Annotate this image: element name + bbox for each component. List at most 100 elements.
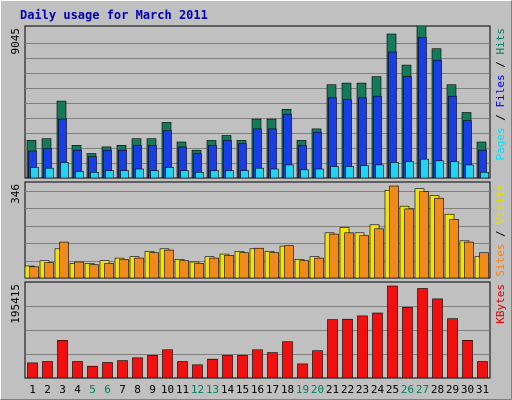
legend-hits: Hits	[494, 28, 507, 55]
bar-sites-day-14	[224, 255, 234, 279]
bar-pages-day-24	[375, 164, 384, 179]
bar-kbytes-day-4	[72, 361, 83, 379]
panel-legend: Pages / Files / Hits	[494, 28, 507, 161]
x-tick-day-21: 21	[326, 383, 339, 396]
bar-pages-day-28	[435, 160, 444, 179]
bar-pages-day-3	[60, 162, 69, 179]
bar-sites-day-29	[449, 219, 459, 279]
bar-kbytes-day-14	[222, 355, 233, 379]
bar-kbytes-day-31	[477, 361, 488, 379]
x-tick-day-7: 7	[119, 383, 126, 396]
x-tick-day-18: 18	[281, 383, 294, 396]
bar-kbytes-day-19	[297, 363, 308, 379]
bar-pages-day-14	[225, 170, 234, 179]
bar-kbytes-day-25	[387, 285, 398, 379]
x-tick-day-31: 31	[476, 383, 489, 396]
bar-pages-day-13	[210, 170, 219, 179]
bar-pages-day-19	[300, 169, 309, 179]
bar-pages-day-11	[180, 170, 189, 179]
bar-kbytes-day-7	[117, 360, 128, 379]
bar-pages-day-5	[90, 172, 99, 179]
x-tick-day-2: 2	[44, 383, 51, 396]
bar-kbytes-day-2	[42, 361, 53, 379]
bar-pages-day-27	[420, 158, 429, 179]
x-tick-day-28: 28	[431, 383, 444, 396]
bar-sites-day-7	[119, 259, 129, 279]
bar-sites-day-1	[29, 266, 39, 279]
bar-sites-day-13	[209, 257, 219, 279]
legend-visits: Visits	[494, 184, 507, 224]
bar-sites-day-3	[59, 241, 69, 279]
x-tick-day-25: 25	[386, 383, 399, 396]
bar-kbytes-day-13	[207, 358, 218, 379]
panel-top: 9045 Pages / Files / Hits	[9, 25, 507, 179]
legend-files: Files	[494, 74, 507, 107]
bar-kbytes-day-15	[237, 355, 248, 379]
bar-files-day-21	[328, 97, 337, 179]
bar-kbytes-day-3	[57, 339, 68, 379]
bar-sites-day-30	[464, 241, 474, 279]
y-max-label: 9045	[9, 28, 22, 55]
legend-text: Sites / Visits	[494, 184, 507, 277]
x-tick-day-12: 12	[191, 383, 204, 396]
panel-legend: Sites / Visits	[494, 184, 507, 277]
x-tick-day-30: 30	[461, 383, 474, 396]
bar-pages-day-15	[240, 170, 249, 179]
legend-pages: Pages	[494, 127, 507, 160]
y-max-label: 195415	[9, 284, 22, 324]
x-tick-day-1: 1	[29, 383, 36, 396]
x-tick-day-6: 6	[104, 383, 111, 396]
bar-pages-day-7	[120, 170, 129, 179]
bar-pages-day-4	[75, 171, 84, 179]
chart-title: Daily usage for March 2011	[20, 8, 208, 22]
bar-pages-day-20	[315, 168, 324, 179]
bar-sites-day-28	[434, 197, 444, 279]
legend-text: Pages / Files / Hits	[494, 28, 507, 161]
bar-sites-day-25	[389, 185, 399, 279]
bar-pages-day-10	[165, 167, 174, 179]
bar-pages-day-21	[330, 166, 339, 179]
bar-files-day-28	[433, 59, 442, 179]
bar-sites-day-8	[134, 257, 144, 279]
x-tick-day-4: 4	[74, 383, 81, 396]
x-tick-day-10: 10	[161, 383, 174, 396]
bar-pages-day-26	[405, 161, 414, 179]
bar-kbytes-day-12	[192, 364, 203, 379]
bar-kbytes-day-26	[402, 307, 413, 379]
x-tick-day-5: 5	[89, 383, 96, 396]
bar-pages-day-8	[135, 168, 144, 179]
legend-separator: /	[494, 224, 507, 244]
legend-sites: Sites	[494, 244, 507, 277]
bar-pages-day-1	[30, 167, 39, 179]
bar-kbytes-day-18	[282, 341, 293, 379]
bar-kbytes-day-1	[27, 362, 38, 379]
bar-pages-day-22	[345, 166, 354, 179]
x-tick-day-11: 11	[176, 383, 189, 396]
bar-kbytes-day-28	[432, 298, 443, 379]
chart-panels: 9045 Pages / Files / Hits 346 Sites / Visit…	[9, 25, 507, 379]
x-tick-day-27: 27	[416, 383, 429, 396]
x-tick-day-22: 22	[341, 383, 354, 396]
bar-sites-day-12	[194, 263, 204, 279]
bar-pages-day-12	[195, 172, 204, 179]
bar-sites-day-19	[299, 260, 309, 279]
panel-bot: 195415 KBytes	[9, 281, 507, 379]
bar-kbytes-day-8	[132, 357, 143, 379]
x-tick-day-20: 20	[311, 383, 324, 396]
bar-sites-day-21	[329, 233, 339, 279]
x-tick-day-3: 3	[59, 383, 66, 396]
bar-sites-day-24	[374, 228, 384, 279]
bar-sites-day-18	[284, 245, 294, 279]
bar-sites-day-2	[44, 262, 54, 279]
bar-sites-day-6	[104, 263, 114, 279]
bar-pages-day-9	[150, 170, 159, 179]
bar-pages-day-29	[450, 161, 459, 179]
bar-pages-day-17	[270, 168, 279, 179]
bar-sites-day-11	[179, 260, 189, 279]
bar-kbytes-day-29	[447, 318, 458, 379]
bar-kbytes-day-21	[327, 319, 338, 379]
bar-sites-day-9	[149, 252, 159, 279]
y-max-label: 346	[9, 184, 22, 204]
bar-kbytes-day-11	[177, 361, 188, 379]
panel-mid: 346 Sites / Visits	[9, 181, 507, 279]
